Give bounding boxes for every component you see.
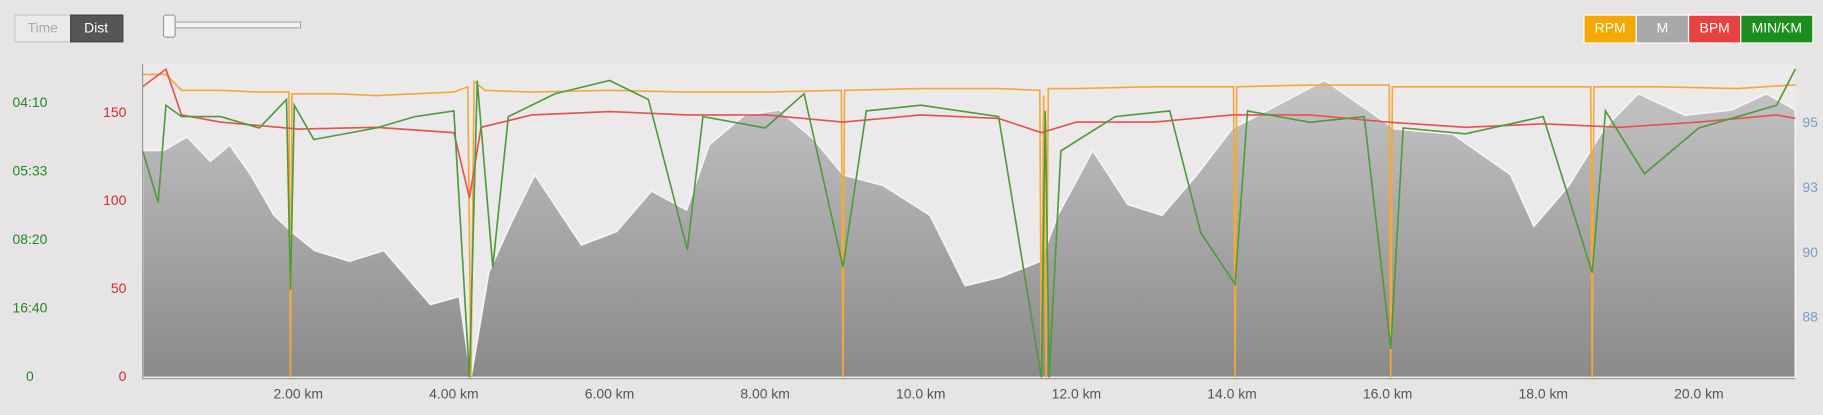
x-tick-label: 10.0 km bbox=[896, 386, 946, 402]
legend-button[interactable] bbox=[1635, 14, 1690, 44]
y3-tick-label: 08:20 bbox=[13, 231, 48, 247]
x-tick-label: 18.0 km bbox=[1518, 386, 1568, 402]
legend-label[interactable]: M bbox=[1657, 20, 1669, 36]
y-tick-label: 50 bbox=[111, 280, 127, 296]
x-tick-label: 6.00 km bbox=[585, 386, 635, 402]
elevation-area bbox=[141, 79, 1797, 379]
toggle-time[interactable] bbox=[14, 14, 72, 43]
y2-tick-label: 95 bbox=[1802, 114, 1818, 130]
x-tick-label: 12.0 km bbox=[1052, 386, 1102, 402]
legend-button[interactable] bbox=[1583, 14, 1637, 44]
y3-tick-label: 04:10 bbox=[13, 94, 48, 110]
y3-tick-label: 05:33 bbox=[13, 163, 48, 179]
y3-tick-label: 16:40 bbox=[13, 300, 48, 316]
y-tick-label: 150 bbox=[103, 104, 126, 120]
series-line bbox=[141, 68, 1797, 378]
y-tick-label: 100 bbox=[103, 192, 126, 208]
legend-label[interactable]: MIN/KM bbox=[1752, 20, 1802, 36]
legend-button[interactable] bbox=[1687, 14, 1742, 44]
legend-label[interactable]: BPM bbox=[1700, 20, 1730, 36]
toggle-dist[interactable] bbox=[70, 14, 124, 43]
slider-track[interactable] bbox=[162, 21, 302, 29]
legend-label[interactable]: RPM bbox=[1595, 20, 1626, 36]
legend-button[interactable] bbox=[1740, 14, 1814, 44]
toggle-label[interactable]: Dist bbox=[84, 20, 108, 36]
toggle-label[interactable]: Time bbox=[28, 20, 59, 36]
x-tick-label: 8.00 km bbox=[740, 386, 790, 402]
y2-tick-label: 93 bbox=[1802, 179, 1818, 195]
x-tick-label: 16.0 km bbox=[1363, 386, 1413, 402]
y3-tick-label: 0 bbox=[26, 368, 34, 384]
y2-tick-label: 88 bbox=[1802, 309, 1818, 325]
x-tick-label: 2.00 km bbox=[273, 386, 323, 402]
x-tick-label: 14.0 km bbox=[1207, 386, 1257, 402]
x-tick-label: 4.00 km bbox=[429, 386, 479, 402]
x-tick-label: 20.0 km bbox=[1674, 386, 1724, 402]
y2-tick-label: 90 bbox=[1802, 244, 1818, 260]
series-line bbox=[142, 73, 1796, 378]
slider-handle[interactable] bbox=[162, 14, 176, 38]
y-tick-label: 0 bbox=[119, 368, 127, 384]
